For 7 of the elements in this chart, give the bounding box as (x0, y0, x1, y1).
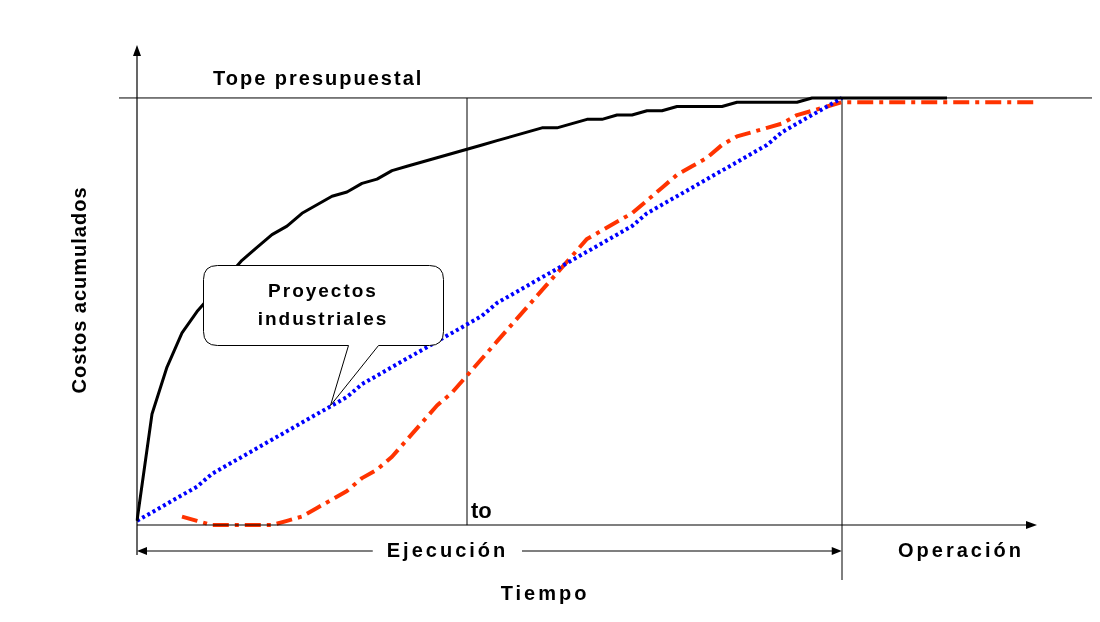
annotation: Proyectos industriales (256, 279, 390, 331)
y-axis-title: Costos acumulados (67, 186, 90, 394)
text: Ejecución (386, 538, 509, 561)
text: Tope presupuestal (213, 67, 424, 90)
x-axis-title: Tiempo (500, 581, 590, 604)
text: Operación (898, 538, 1024, 561)
annotation: to (471, 498, 492, 524)
